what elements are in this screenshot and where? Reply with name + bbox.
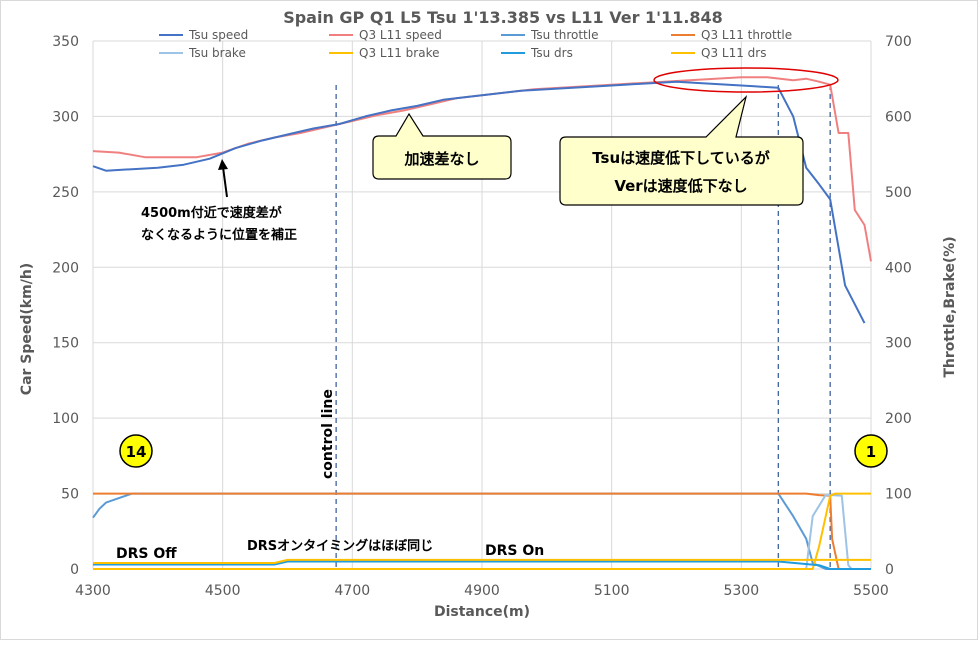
y-left-tick-label: 0 <box>70 562 79 578</box>
series-group <box>92 76 872 570</box>
x-tick-label: 5100 <box>594 583 630 599</box>
x-tick-label: 4300 <box>75 583 111 599</box>
y-right-ticks: 0 100 200 300 400 500 600 700 <box>885 34 912 578</box>
legend: Tsu speed Q3 L11 speed Tsu throttle Q3 L11 … <box>159 28 792 60</box>
y-left-tick-label: 50 <box>61 487 79 503</box>
y-right-tick-label: 300 <box>885 336 912 352</box>
turn-badge-1-text: 1 <box>866 443 876 461</box>
drs-on-label: DRS On <box>485 543 544 559</box>
callout-speed-drop-line1: Tsuは速度低下しているが <box>592 149 770 167</box>
legend-entry: Q3 L11 brake <box>359 46 439 60</box>
turn-badge-14: 14 <box>119 434 153 468</box>
y-left-tick-label: 350 <box>52 34 79 50</box>
series-line-q3-l11-drs <box>93 558 871 564</box>
y-right-tick-label: 600 <box>885 109 912 125</box>
series-line-tsu-drs <box>93 560 871 570</box>
drs-timing-label: DRSオンタイミングはほぼ同じ <box>247 538 433 554</box>
offset-note-line2: なくなるように位置を補正 <box>141 227 297 243</box>
x-tick-label: 4700 <box>335 583 371 599</box>
x-tick-label: 5300 <box>724 583 760 599</box>
y-left-tick-label: 250 <box>52 185 79 201</box>
offset-note-line1: 4500m付近で速度差が <box>141 205 282 221</box>
drs-off-label: DRS Off <box>116 546 177 562</box>
legend-entry: Tsu brake <box>188 46 246 60</box>
y-right-tick-label: 100 <box>885 487 912 503</box>
highlight-ellipse <box>653 67 839 93</box>
annotation-control-line: control line <box>320 389 336 479</box>
control-line-label: control line <box>320 389 336 479</box>
x-tick-label: 5500 <box>853 583 889 599</box>
callout-accel-box <box>372 112 512 180</box>
y-right-tick-label: 400 <box>885 260 912 276</box>
turn-badge-14-text: 14 <box>126 443 147 461</box>
callout-speed-drop-line2: Verは速度低下なし <box>614 177 747 195</box>
y-right-tick-label: 500 <box>885 185 912 201</box>
y-left-tick-label: 100 <box>52 411 79 427</box>
legend-entry: Tsu drs <box>530 46 573 60</box>
series-line-q3-l11-brake <box>93 492 871 570</box>
annotation-offset-note: 4500m付近で速度差が なくなるように位置を補正 <box>141 159 297 243</box>
chart-title: Spain GP Q1 L5 Tsu 1'13.385 vs L11 Ver 1… <box>283 8 723 27</box>
y-right-tick-label: 700 <box>885 34 912 50</box>
x-tick-label: 4900 <box>464 583 500 599</box>
y-left-axis-title: Car Speed(km/h) <box>19 263 35 395</box>
legend-entry: Tsu throttle <box>530 28 598 42</box>
turn-badge-1-circle <box>854 434 888 468</box>
gridlines <box>92 40 872 569</box>
x-tick-label: 4500 <box>205 583 241 599</box>
x-axis-title: Distance(m) <box>434 604 530 620</box>
y-right-tick-label: 0 <box>885 562 894 578</box>
arrow-head-icon <box>218 159 228 170</box>
y-left-ticks: 0 50 100 150 200 250 300 350 <box>52 34 79 578</box>
callout-accel-text: 加速差なし <box>403 150 479 168</box>
x-ticks: 4300 4500 4700 4900 5100 5300 5500 <box>75 583 889 599</box>
legend-entry: Tsu speed <box>188 28 248 42</box>
legend-entry: Q3 L11 drs <box>701 46 766 60</box>
series-line-tsu-speed <box>92 80 866 324</box>
turn-badge-1: 1 <box>854 434 888 468</box>
callout-accel: 加速差なし <box>372 112 512 180</box>
y-left-tick-label: 150 <box>52 336 79 352</box>
offset-note-arrow <box>222 166 228 198</box>
legend-entry: Q3 L11 speed <box>359 28 442 42</box>
callout-speed-drop-box <box>559 95 804 206</box>
legend-entry: Q3 L11 throttle <box>701 28 792 42</box>
turn-badge-14-circle <box>119 434 153 468</box>
y-right-axis-title: Throttle,Brake(%) <box>942 236 958 377</box>
y-right-tick-label: 200 <box>885 411 912 427</box>
y-left-tick-label: 200 <box>52 260 79 276</box>
callout-speed-drop: Tsuは速度低下しているが Verは速度低下なし <box>559 95 804 206</box>
y-left-tick-label: 300 <box>52 109 79 125</box>
